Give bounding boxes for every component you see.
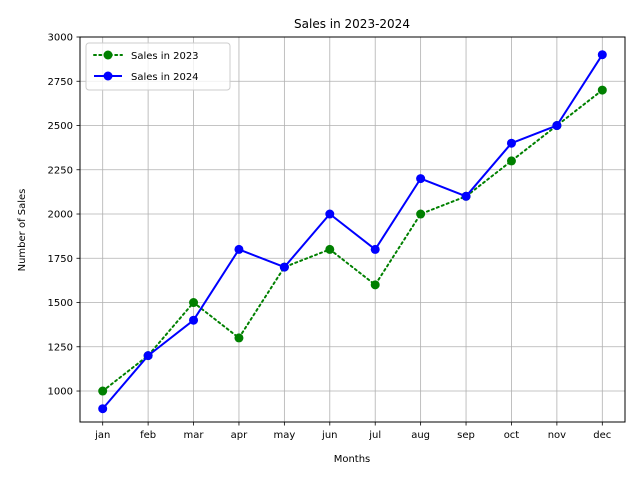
y-tick-label: 2000 [48, 210, 73, 221]
series-2-point [98, 404, 108, 414]
x-tick-label: jul [368, 430, 381, 441]
series-2-point [552, 121, 562, 131]
x-tick-label: aug [411, 430, 430, 441]
y-tick-label: 1250 [48, 342, 73, 353]
x-tick-label: oct [504, 430, 520, 441]
series-1-point [325, 244, 335, 254]
series-1-point [416, 209, 426, 219]
y-tick-label: 1750 [48, 254, 73, 265]
legend-marker-1 [103, 50, 113, 60]
x-tick-label: jun [321, 430, 337, 441]
x-tick-label: apr [231, 430, 248, 441]
series-2-point [234, 244, 244, 254]
series-1-point [189, 298, 199, 308]
series-2-point [506, 138, 516, 148]
chart-title: Sales in 2023-2024 [294, 17, 410, 31]
legend-marker-2 [103, 71, 113, 81]
series-2-line [101, 54, 604, 410]
series-2-point [325, 209, 335, 219]
y-tick-label: 2250 [48, 165, 73, 176]
y-tick-label: 2500 [48, 121, 73, 132]
series-1-line [101, 89, 604, 393]
series-layer [98, 50, 607, 414]
series-2-point [416, 174, 426, 184]
series-1-point [98, 386, 108, 396]
x-tick-label: mar [184, 430, 205, 441]
series-1-point [597, 85, 607, 95]
x-axis-label: Months [334, 454, 371, 465]
series-2 [98, 50, 607, 414]
x-tick-label: sep [457, 430, 475, 441]
y-axis-label: Number of Sales [17, 189, 28, 272]
series-2-point [143, 351, 153, 361]
x-tick-label: feb [140, 430, 156, 441]
x-tick-label: jan [94, 430, 110, 441]
series-1-point [234, 333, 244, 343]
legend: Sales in 2023 Sales in 2024 [85, 42, 231, 91]
series-2-point [279, 262, 289, 272]
legend-label-2: Sales in 2024 [131, 72, 199, 83]
ticks: jan feb mar apr may jun jul aug sep oct nov dec 1000… [48, 33, 612, 442]
series-1 [98, 85, 607, 396]
series-2-point [189, 315, 199, 325]
series-1-point [506, 156, 516, 166]
x-tick-label: may [273, 430, 295, 441]
y-tick-label: 2750 [48, 77, 73, 88]
series-2-point [370, 244, 380, 254]
y-tick-label: 1000 [48, 387, 73, 398]
series-2-point [597, 50, 607, 60]
x-tick-label: nov [548, 430, 566, 441]
grid [80, 36, 625, 422]
series-2-point [461, 191, 471, 201]
x-tick-label: dec [593, 430, 611, 441]
plot-frame [79, 36, 626, 423]
y-tick-label: 1500 [48, 298, 73, 309]
legend-label-1: Sales in 2023 [131, 51, 199, 62]
y-tick-label: 3000 [48, 33, 73, 44]
series-1-point [370, 280, 380, 290]
